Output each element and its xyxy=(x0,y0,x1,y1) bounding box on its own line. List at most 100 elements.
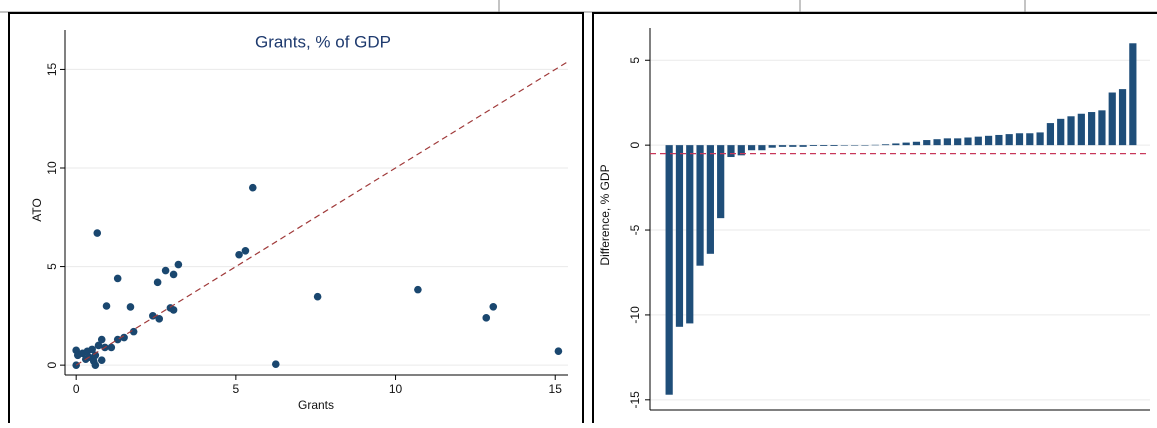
bar xyxy=(1108,92,1116,146)
bar xyxy=(871,144,879,146)
bar xyxy=(964,137,972,146)
bar xyxy=(1046,123,1055,146)
point xyxy=(169,270,178,279)
x-tick-label: 0 xyxy=(73,382,80,396)
bar xyxy=(789,145,797,147)
bar xyxy=(696,145,704,266)
x-tick-label: 5 xyxy=(233,382,240,396)
panel-border xyxy=(592,12,1157,428)
y-tick-label: -15 xyxy=(628,391,642,409)
bar xyxy=(881,144,890,146)
y-tick-label: 5 xyxy=(45,263,59,270)
point xyxy=(161,266,170,275)
bar xyxy=(778,145,787,147)
y-tick-label: 10 xyxy=(45,161,59,175)
point xyxy=(248,183,257,192)
y-tick-label: 15 xyxy=(45,62,59,76)
bar xyxy=(995,134,1003,146)
bar xyxy=(747,145,756,151)
point xyxy=(235,250,243,259)
panel-border xyxy=(8,12,584,428)
bar xyxy=(665,145,673,395)
bar xyxy=(1129,43,1137,146)
bar xyxy=(984,135,993,146)
bar xyxy=(851,145,859,146)
bar xyxy=(1005,134,1013,146)
bar xyxy=(923,140,931,146)
point xyxy=(97,356,106,365)
point xyxy=(482,314,491,322)
point xyxy=(113,274,122,283)
bar xyxy=(1015,133,1024,146)
point xyxy=(94,341,103,350)
y-axis-title: ATO xyxy=(30,198,44,222)
y-axis-title: Difference, % GDP xyxy=(598,164,612,265)
bar xyxy=(758,145,766,151)
bar xyxy=(1088,112,1096,146)
y-tick-label: 0 xyxy=(628,141,642,148)
point xyxy=(174,260,183,269)
point xyxy=(107,343,116,352)
point xyxy=(93,229,102,237)
fit-line xyxy=(75,61,569,366)
bar xyxy=(943,138,951,146)
bar xyxy=(954,138,962,146)
point xyxy=(313,292,322,301)
bar xyxy=(974,136,982,146)
bar xyxy=(1036,132,1044,146)
point xyxy=(129,327,138,336)
bar xyxy=(892,143,900,146)
point xyxy=(113,335,122,344)
bar xyxy=(902,142,910,146)
point xyxy=(155,315,164,323)
bar xyxy=(1118,89,1127,146)
bar xyxy=(717,145,725,219)
chart-title: Grants, % of GDP xyxy=(255,32,391,51)
point xyxy=(554,347,563,355)
bar xyxy=(809,145,818,146)
bar xyxy=(727,145,735,158)
bar xyxy=(686,145,694,324)
bar xyxy=(840,145,848,146)
bar xyxy=(912,141,921,146)
x-tick-label: 10 xyxy=(389,382,403,396)
y-tick-label: 0 xyxy=(45,361,59,368)
point xyxy=(102,302,111,310)
point xyxy=(72,361,80,369)
bar xyxy=(675,145,684,327)
point xyxy=(489,302,498,311)
bar xyxy=(706,145,714,254)
x-axis-title: Grants xyxy=(298,398,334,412)
point xyxy=(91,351,100,360)
point xyxy=(88,345,96,354)
y-tick-label: -10 xyxy=(628,306,642,324)
bar xyxy=(820,145,828,146)
bar xyxy=(933,139,941,146)
point xyxy=(271,360,280,368)
bar xyxy=(768,145,776,148)
bar xyxy=(861,145,869,146)
point xyxy=(126,303,135,311)
bar xyxy=(1098,110,1106,146)
bar xyxy=(1077,113,1085,146)
point xyxy=(149,312,157,320)
point xyxy=(91,361,100,369)
point xyxy=(153,278,162,287)
y-tick-label: 5 xyxy=(628,57,642,64)
bar xyxy=(1057,118,1065,146)
bar xyxy=(830,145,838,146)
x-tick-label: 15 xyxy=(549,382,563,396)
bar xyxy=(1067,116,1075,146)
point xyxy=(241,247,250,255)
y-tick-label: -5 xyxy=(628,224,642,235)
bar xyxy=(799,145,807,147)
bar xyxy=(737,145,745,156)
point xyxy=(120,333,128,342)
point xyxy=(414,285,422,294)
bar xyxy=(1026,133,1034,146)
point xyxy=(97,335,106,344)
point xyxy=(169,306,178,314)
